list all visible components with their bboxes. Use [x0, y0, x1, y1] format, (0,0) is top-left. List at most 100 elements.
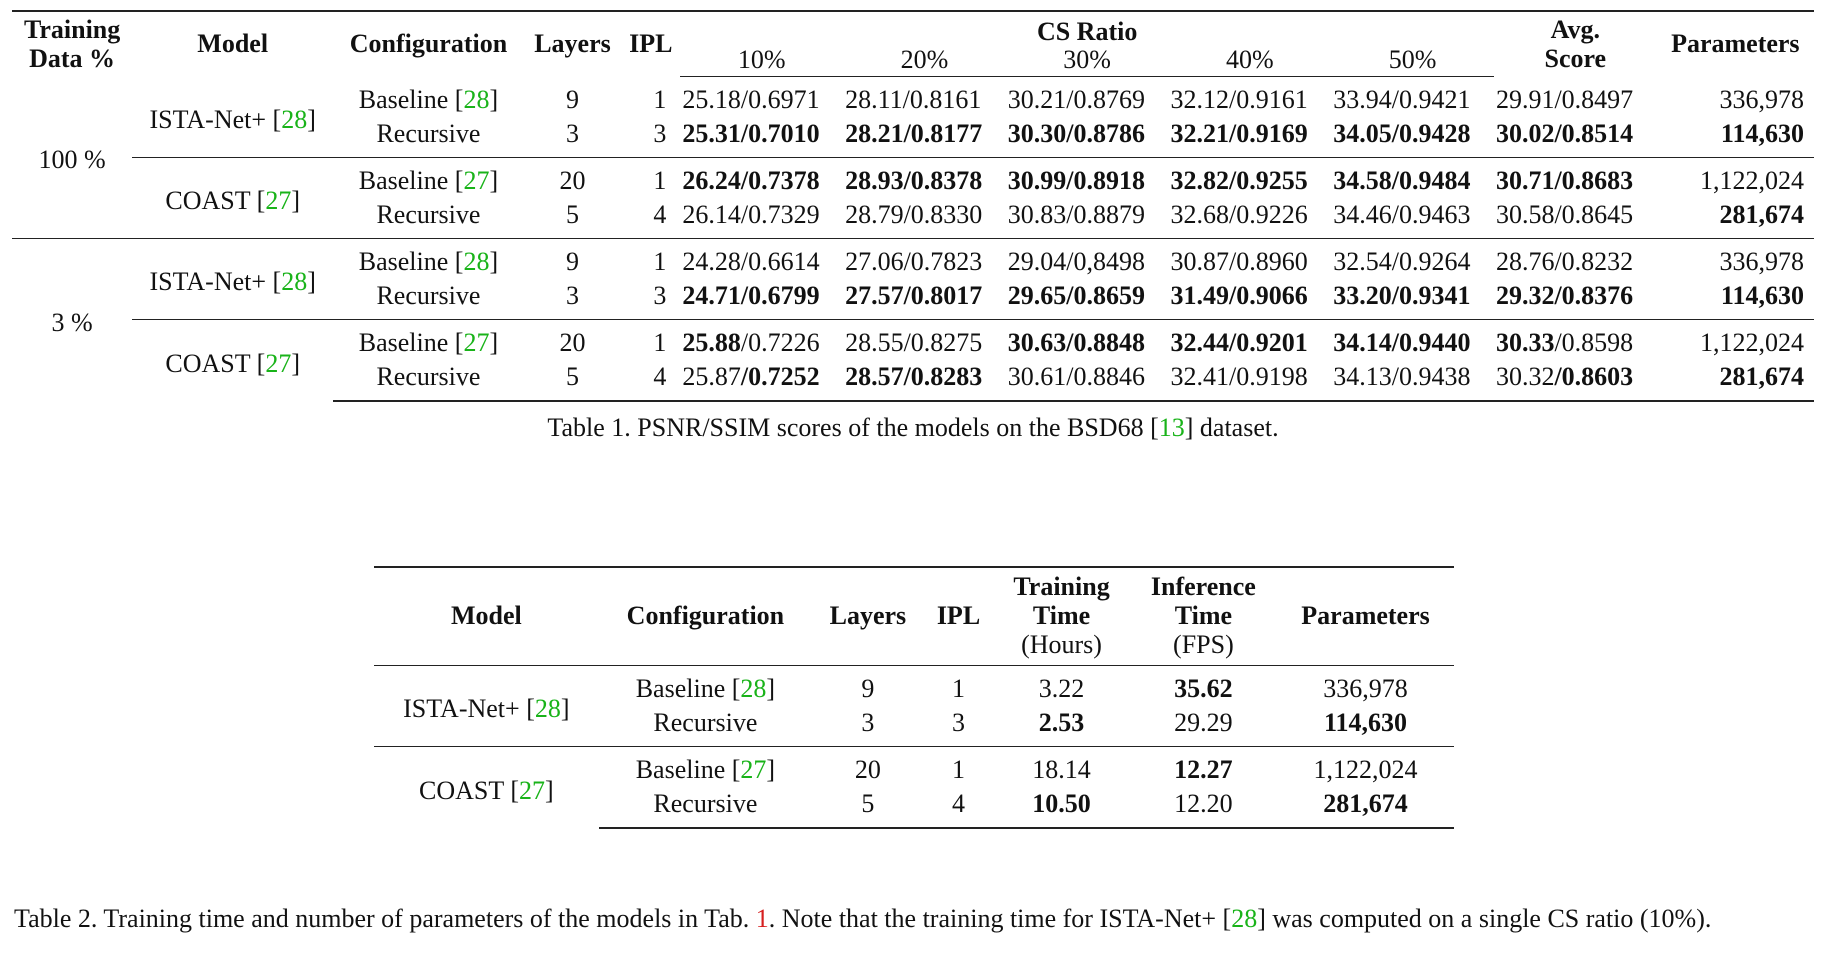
config-cite[interactable]: 27: [463, 166, 490, 195]
header-layers: Layers: [523, 10, 622, 77]
model-cite[interactable]: 27: [265, 348, 292, 378]
model-name: ISTA-Net+: [403, 694, 520, 723]
config-cite[interactable]: 28: [740, 674, 767, 703]
score-separator: /: [1391, 281, 1399, 310]
score-cell: 28.11/0.8161: [843, 77, 1006, 118]
model-cite[interactable]: 28: [534, 694, 561, 723]
score-separator: /: [740, 328, 749, 357]
caption-2-table-ref[interactable]: 1: [755, 904, 769, 933]
ipl-cell: 4: [621, 360, 681, 402]
score-separator: /: [903, 247, 911, 276]
header-configuration: Configuration: [333, 10, 524, 77]
score-separator: /: [1066, 362, 1074, 391]
ipl-cell: 4: [923, 787, 994, 829]
ssim-value: 0.8161: [909, 85, 982, 114]
caption-2-cite[interactable]: 28: [1231, 904, 1258, 933]
model-cell: COAST [27]: [132, 157, 334, 239]
t2-inf-l3: (FPS): [1173, 630, 1234, 659]
config-cell: Recursive: [599, 706, 812, 747]
table-2-caption: Table 2. Training time and number of par…: [14, 903, 1814, 935]
ipl-cell: 3: [653, 281, 667, 310]
config-cite[interactable]: 28: [463, 84, 490, 114]
params-cell: 281,674: [1656, 360, 1814, 402]
header-ipl: IPL: [621, 10, 681, 77]
model-cite[interactable]: 28: [281, 267, 308, 296]
caption-1-cite[interactable]: 13: [1158, 413, 1185, 442]
score-separator: /: [1554, 166, 1562, 195]
layers-cell: 20: [523, 319, 622, 360]
score-cell: 32.12/0.9161: [1169, 77, 1332, 118]
training-time-cell: 18.14: [993, 746, 1130, 787]
score-separator: /: [1391, 119, 1399, 148]
ssim-value: 0.8283: [910, 362, 983, 391]
psnr-value: 32.68: [1170, 200, 1230, 229]
config-label: Recursive: [376, 281, 481, 310]
config-label: Baseline: [635, 755, 726, 784]
psnr-value: 30.87: [1170, 247, 1230, 276]
training-time-cell: 3.22: [1038, 674, 1085, 703]
ipl-cell: 1: [923, 746, 994, 787]
score-cell: 34.05/0.9428: [1331, 117, 1494, 158]
header-avg-score: Avg. Score: [1493, 10, 1657, 77]
score-cell: 30.99/0.8918: [1005, 157, 1169, 198]
score-separator: /: [903, 166, 911, 195]
score-cell: 25.31/0.7010: [680, 117, 843, 158]
psnr-value: 30.33: [1495, 328, 1555, 357]
ssim-value: 0.9198: [1236, 362, 1308, 391]
score-separator: /: [1066, 200, 1074, 229]
score-cell: 33.20/0.9341: [1331, 279, 1494, 320]
config-cell: Baseline [27]: [598, 746, 813, 787]
table-row: Recursive 5 4 26.14/0.7329 28.79/0.8330 30.83…: [12, 198, 1814, 239]
score-separator: /: [1391, 247, 1399, 276]
ssim-value: 0.8275: [910, 328, 983, 357]
psnr-value: 34.14: [1333, 328, 1392, 357]
model-cell: COAST [27]: [132, 319, 334, 401]
score-cell: 29.04/0,8498: [1005, 238, 1169, 279]
score-separator: /: [1554, 328, 1562, 357]
score-cell: 34.13/0.9438: [1331, 360, 1494, 402]
score-cell: 33.94/0.9421: [1331, 77, 1494, 118]
config-label: Baseline: [358, 328, 449, 357]
psnr-value: 28.11: [845, 85, 903, 114]
config-cite[interactable]: 27: [740, 755, 767, 784]
header-training-line1: Training: [23, 15, 121, 45]
score-separator: /: [1554, 247, 1562, 276]
score-separator: /: [740, 119, 749, 148]
score-separator: /: [1066, 119, 1074, 148]
model-cite[interactable]: 27: [265, 186, 292, 215]
header-parameters: Parameters: [1656, 10, 1814, 77]
training-pct-cell: 3 %: [12, 238, 133, 401]
model-name: ISTA-Net+: [149, 267, 267, 296]
layers-cell: 5: [523, 360, 622, 402]
psnr-value: 30.63: [1007, 328, 1067, 357]
score-cell: 32.82/0.9255: [1168, 157, 1332, 198]
score-separator: /: [1554, 84, 1562, 114]
psnr-value: 24.28: [682, 247, 741, 276]
psnr-value: 28.76: [1495, 247, 1555, 276]
params-cell: 114,630: [1323, 708, 1408, 737]
ssim-value: 0.8598: [1561, 328, 1634, 357]
model-cite[interactable]: 27: [518, 775, 545, 805]
score-separator: /: [740, 200, 749, 229]
config-label: Baseline: [635, 674, 726, 703]
ssim-value: 0.7378: [748, 166, 820, 195]
psnr-value: 34.58: [1333, 166, 1392, 195]
score-separator: /: [1391, 200, 1399, 229]
layers-cell: 9: [523, 238, 622, 279]
model-cite[interactable]: 28: [281, 104, 308, 134]
ipl-cell: 1: [621, 238, 681, 279]
params-cell: 114,630: [1720, 119, 1804, 148]
config-cite[interactable]: 27: [463, 328, 490, 357]
ssim-value: 0.9484: [1398, 166, 1471, 195]
score-separator: /: [1554, 281, 1562, 310]
score-separator: /: [903, 200, 911, 229]
t2-train-l3: (Hours): [1021, 630, 1102, 659]
params-cell: 1,122,024: [1656, 157, 1814, 198]
config-cite[interactable]: 28: [463, 247, 490, 276]
psnr-value: 30.99: [1007, 166, 1067, 195]
psnr-value: 27.57: [845, 281, 904, 310]
score-cell: 26.14/0.7329: [680, 198, 843, 239]
training-time-cell: 10.50: [993, 787, 1130, 829]
score-separator: /: [740, 166, 749, 195]
ssim-value: 0.9255: [1236, 166, 1308, 195]
